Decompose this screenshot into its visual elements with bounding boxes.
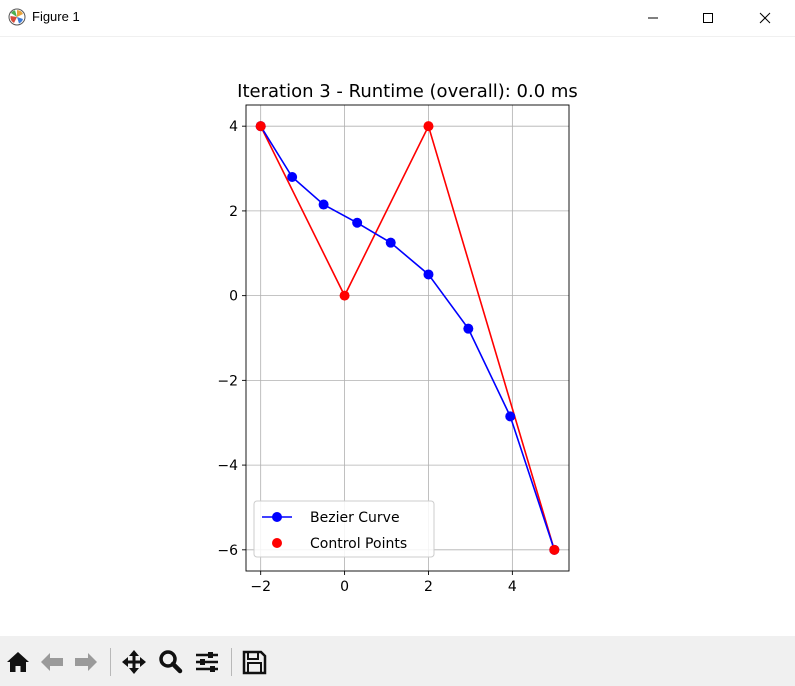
y-tick-label: 4 bbox=[229, 119, 238, 135]
home-button[interactable] bbox=[4, 648, 32, 676]
forward-arrow-icon bbox=[75, 653, 97, 671]
y-tick-label: −6 bbox=[217, 543, 238, 559]
y-tick-label: −4 bbox=[217, 458, 238, 474]
control-point bbox=[423, 121, 434, 132]
figure-canvas[interactable]: −2 0 2 4 −6 −4 −2 0 2 4 Iteration 3 - Runtime (ove… bbox=[0, 37, 795, 635]
minimize-button[interactable] bbox=[630, 0, 676, 36]
bezier-point bbox=[287, 172, 298, 183]
window-title: Figure 1 bbox=[32, 9, 80, 24]
maximize-icon bbox=[703, 13, 713, 23]
y-tick-label: −2 bbox=[217, 373, 238, 389]
legend-marker bbox=[272, 538, 282, 548]
close-icon bbox=[759, 12, 771, 24]
toolbar-separator bbox=[110, 648, 111, 676]
control-point bbox=[339, 290, 350, 301]
navigation-toolbar bbox=[0, 636, 795, 686]
bezier-point bbox=[318, 199, 329, 210]
bezier-point bbox=[423, 269, 434, 280]
chart-title: Iteration 3 - Runtime (overall): 0.0 ms bbox=[237, 81, 578, 102]
legend-label: Control Points bbox=[310, 536, 407, 552]
matplotlib-logo-icon bbox=[8, 8, 26, 26]
legend-box bbox=[253, 500, 435, 558]
bezier-point bbox=[463, 323, 474, 334]
axes-frame bbox=[245, 104, 570, 572]
legend-marker bbox=[272, 512, 282, 522]
control-polygon-line bbox=[259, 124, 556, 551]
pan-button[interactable] bbox=[120, 648, 148, 676]
back-arrow-icon bbox=[41, 653, 63, 671]
configure-subplots-icon bbox=[196, 652, 218, 672]
plot-area bbox=[246, 105, 569, 571]
legend-label: Bezier Curve bbox=[310, 510, 400, 526]
minimize-icon bbox=[648, 17, 658, 19]
back-button[interactable] bbox=[38, 648, 66, 676]
control-point bbox=[549, 544, 560, 555]
toolbar-separator bbox=[231, 648, 232, 676]
pan-move-icon bbox=[122, 650, 146, 674]
y-tick-label: 0 bbox=[229, 289, 238, 305]
save-button[interactable] bbox=[240, 648, 268, 676]
x-tick-label: 0 bbox=[340, 579, 349, 595]
bezier-point bbox=[505, 411, 516, 422]
x-tick-label: 4 bbox=[508, 579, 517, 595]
configure-subplots-button[interactable] bbox=[193, 648, 221, 676]
x-tick-label: 2 bbox=[424, 579, 433, 595]
bezier-chart: −2 0 2 4 −6 −4 −2 0 2 4 Iteration 3 - Runtime (ove… bbox=[217, 81, 578, 595]
bezier-point bbox=[352, 217, 363, 228]
title-bar: Figure 1 bbox=[0, 0, 795, 37]
home-icon bbox=[7, 652, 29, 672]
maximize-button[interactable] bbox=[685, 0, 731, 36]
zoom-button[interactable] bbox=[156, 648, 184, 676]
x-tick-label: −2 bbox=[250, 579, 271, 595]
close-button[interactable] bbox=[742, 0, 788, 36]
bezier-point bbox=[385, 237, 396, 248]
control-point bbox=[255, 121, 266, 132]
y-tick-label: 2 bbox=[229, 204, 238, 220]
save-floppy-icon bbox=[242, 650, 267, 675]
forward-button[interactable] bbox=[72, 648, 100, 676]
zoom-magnifier-icon bbox=[159, 650, 183, 674]
